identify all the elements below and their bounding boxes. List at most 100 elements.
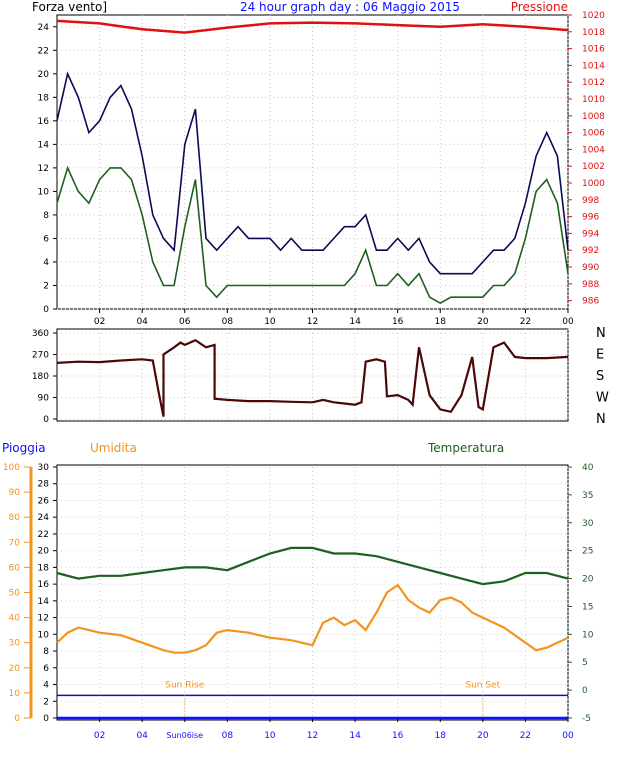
compass-label: N	[596, 326, 606, 341]
pressure-tick-label: 994	[582, 229, 599, 239]
weather-x-tick-label: 04	[136, 731, 148, 741]
weather-x-tick-label: 10	[264, 731, 276, 741]
wind-x-tick-label: 10	[264, 317, 276, 327]
wind-tick-label: 4	[43, 258, 49, 268]
pressure-tick-label: 1004	[582, 145, 605, 155]
pressure-tick-label: 1012	[582, 78, 605, 88]
wind-line	[56, 165, 569, 305]
temperature-tick-label: 30	[582, 519, 594, 529]
direction-tick-label: 270	[32, 351, 49, 361]
humidity-tick-label: 0	[43, 714, 49, 724]
wind-x-tick-label: 08	[222, 317, 234, 327]
chart-title: 24 hour graph day : 06 Maggio 2015	[240, 0, 460, 14]
compass-label: E	[596, 348, 604, 363]
weather-x-tick-label: 14	[349, 731, 361, 741]
weather-x-tick-label: 00	[562, 731, 574, 741]
weather-x-tick-label: 20	[477, 731, 489, 741]
pressure-tick-label: 1020	[582, 11, 605, 21]
temperature-tick-label: 35	[582, 491, 593, 501]
wind-x-tick-label: 16	[392, 317, 404, 327]
temperature-axis-label: Temperatura	[427, 441, 504, 455]
direction-axes: 0 N 90 W 180 S 270 E 360 N	[32, 326, 609, 427]
direction-tick-label: 180	[32, 372, 49, 382]
pressure-tick-label: 998	[582, 196, 599, 206]
pressure-tick-label: 990	[582, 263, 599, 273]
wind-tick-label: 22	[38, 46, 49, 56]
wind-tick-label: 24	[38, 23, 50, 33]
temperature-tick-label: 20	[582, 575, 594, 585]
rain-tick-label: 0	[14, 714, 20, 724]
sunset-label: Sun Set	[465, 680, 500, 690]
temperature-tick-label: 25	[582, 547, 593, 557]
direction-tick-label: 90	[38, 394, 50, 404]
pressure-tick-label: 1002	[582, 162, 605, 172]
wind-tick-label: 10	[38, 187, 50, 197]
rain-tick-label: 60	[9, 563, 21, 573]
direction-line	[56, 338, 569, 417]
compass-label: N	[596, 412, 606, 427]
wind-tick-label: 6	[43, 234, 49, 244]
rain-tick-label: 10	[9, 689, 21, 699]
wind-tick-label: 20	[38, 70, 50, 80]
rain-tick-label: 40	[9, 614, 21, 624]
wind-x-tick-label: 20	[477, 317, 489, 327]
weather-x-tick-label: 18	[435, 731, 447, 741]
direction-grid	[57, 329, 569, 421]
weather-x-tick-label: 02	[94, 731, 105, 741]
wind-tick-label: 8	[43, 211, 49, 221]
wind-x-tick-label: 04	[136, 317, 148, 327]
temperature-tick-label: 0	[582, 686, 588, 696]
compass-label: S	[596, 369, 604, 384]
direction-tick-label: 0	[43, 415, 49, 425]
pressure-label: Pressione	[511, 0, 568, 14]
temperature-tick-label: 15	[582, 602, 593, 612]
wind-tick-label: 18	[38, 93, 50, 103]
wind-x-tick-label: 02	[94, 317, 105, 327]
pressure-tick-label: 1014	[582, 61, 605, 71]
direction-panel-frame	[56, 328, 569, 422]
rain-tick-label: 90	[9, 488, 21, 498]
rain-tick-label: 30	[9, 639, 21, 649]
humidity-tick-label: 28	[38, 480, 50, 490]
temperature-line	[56, 546, 569, 586]
humidity-tick-label: 16	[38, 580, 50, 590]
humidity-tick-label: 18	[38, 563, 50, 573]
wind-label: Forza vento]	[32, 0, 107, 14]
temperature-tick-label: -5	[582, 714, 591, 724]
rain-tick-label: 100	[3, 463, 20, 473]
humidity-tick-label: 30	[38, 463, 50, 473]
pressure-tick-label: 992	[582, 246, 599, 256]
humidity-tick-label: 10	[38, 630, 50, 640]
humidity-tick-label: 22	[38, 530, 49, 540]
weather-x-tick-label: 16	[392, 731, 404, 741]
direction-tick-label: 360	[32, 329, 49, 339]
humidity-tick-label: 2	[43, 697, 49, 707]
weather-series: Sun Rise Sun Set	[56, 546, 569, 720]
humidity-tick-label: 8	[43, 647, 49, 657]
wind-x-tick-label: 12	[307, 317, 318, 327]
wind-x-tick-label: 18	[435, 317, 447, 327]
wind-x-tick-label: 14	[349, 317, 361, 327]
pressure-tick-label: 1018	[582, 28, 605, 38]
wind-x-tick-label: 22	[520, 317, 531, 327]
wind-x-tick-label: 00	[562, 317, 574, 327]
weather-x-tick-label: 22	[520, 731, 531, 741]
wind-series	[56, 19, 569, 305]
weather-x-tick-label: 08	[222, 731, 234, 741]
humidity-tick-label: 24	[38, 513, 50, 523]
humidity-tick-label: 20	[38, 547, 50, 557]
rain-tick-label: 20	[9, 664, 21, 674]
pressure-tick-label: 996	[582, 213, 599, 223]
wind-grid	[57, 15, 569, 310]
wind-tick-label: 16	[38, 117, 50, 127]
pressure-tick-label: 988	[582, 280, 599, 290]
rain-tick-label: 80	[9, 513, 21, 523]
humidity-tick-label: 26	[38, 496, 50, 506]
pressure-tick-label: 1006	[582, 129, 605, 139]
wind-tick-label: 0	[43, 305, 49, 315]
pressure-tick-label: 1000	[582, 179, 605, 189]
rain-tick-label: 50	[9, 589, 21, 599]
pressure-tick-label: 1010	[582, 95, 605, 105]
rain-axis-label: Pioggia	[2, 441, 46, 455]
pressure-tick-label: 1016	[582, 45, 605, 55]
